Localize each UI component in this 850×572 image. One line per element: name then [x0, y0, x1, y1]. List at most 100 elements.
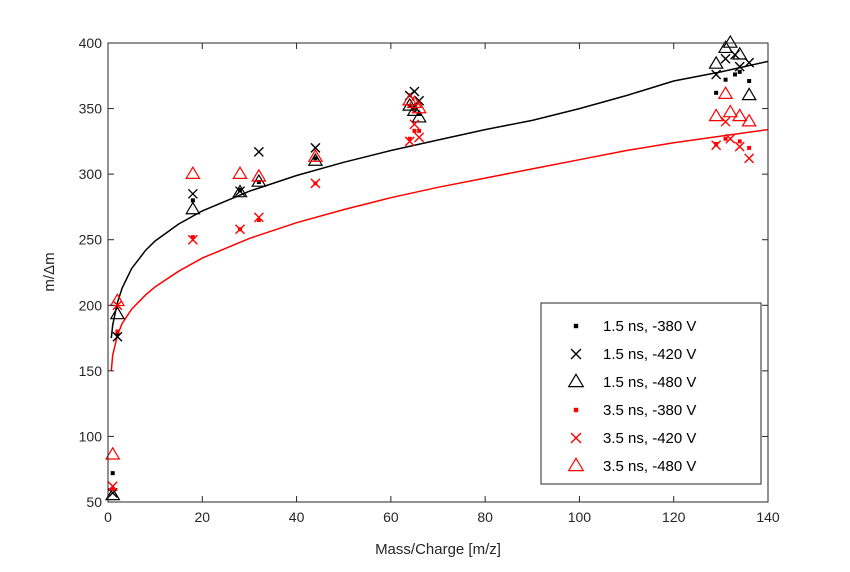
data-point-1-5-ns-420-v-4 [235, 186, 245, 197]
data-point-3-5-ns-420-v-6 [310, 178, 321, 189]
data-point-3-5-ns-420-v-1 [107, 481, 118, 492]
data-point-3-5-ns-380-v-13 [747, 145, 752, 150]
data-point-1-5-ns-420-v-14 [744, 57, 755, 68]
data-point-3-5-ns-420-v-6-stroke-b [310, 178, 321, 189]
data-point-1-5-ns-420-v-5-stroke-b [253, 146, 264, 157]
data-point-1-5-ns-420-v-3 [187, 188, 198, 199]
data-point-1-5-ns-420-v-10-stroke-b [711, 69, 722, 80]
data-point-3-5-ns-480-v-5 [251, 168, 267, 182]
x-tick-label-120: 120 [662, 509, 686, 525]
data-point-1-5-ns-420-v-2-stroke-b [112, 331, 123, 342]
y-tick-label-300: 300 [79, 166, 103, 182]
data-point-3-5-ns-480-v-1 [105, 446, 121, 460]
x-tick-label-20: 20 [194, 509, 210, 525]
x-tick-label-80: 80 [477, 509, 493, 525]
x-axis-label: Mass/Charge [m/z] [375, 541, 501, 558]
data-point-1-5-ns-380-v-13 [737, 69, 742, 74]
data-point-3-5-ns-420-v-11-stroke-b [720, 116, 731, 127]
data-point-3-5-ns-420-v-7 [404, 136, 415, 147]
y-tick-label-100: 100 [79, 428, 103, 444]
legend[interactable]: 1.5 ns, -380 V 1.5 ns, -420 V 1.5 ns, -480… [540, 302, 762, 485]
legend-marker-1-5-ns-480-v [567, 373, 585, 388]
data-point-3-5-ns-480-v-11 [717, 85, 734, 99]
data-point-3-5-ns-480-v-12 [722, 104, 738, 118]
data-point-3-5-ns-380-v-7 [407, 136, 412, 141]
data-point-1-5-ns-420-v-4-stroke-b [235, 186, 245, 197]
data-point-3-5-ns-380-v-2 [115, 329, 120, 334]
legend-label-1-5-ns-380-v: 1.5 ns, -380 V [603, 318, 696, 335]
data-point-3-5-ns-480-v-4 [232, 165, 248, 179]
data-point-1-5-ns-380-v-3 [190, 198, 195, 203]
data-point-3-5-ns-420-v-10-stroke-b [711, 140, 722, 151]
legend-item-1-5-ns-380-v: 1.5 ns, -380 V [573, 318, 696, 335]
data-point-3-5-ns-420-v-13 [734, 141, 745, 152]
x-tick-label-60: 60 [383, 509, 399, 525]
data-point-1-5-ns-380-v-10 [714, 90, 719, 95]
data-point-3-5-ns-380-v-1 [110, 486, 115, 491]
data-point-3-5-ns-420-v-12-stroke-b [725, 133, 736, 144]
data-point-1-5-ns-480-v-4 [232, 184, 248, 198]
legend-item-1-5-ns-420-v: 1.5 ns, -420 V [570, 346, 696, 363]
y-tick-label-150: 150 [79, 363, 103, 379]
data-point-3-5-ns-480-v-8 [406, 95, 423, 109]
series-1-5-ns-380-v [110, 69, 752, 476]
data-point-3-5-ns-420-v-14 [744, 153, 755, 164]
data-point-1-5-ns-420-v-6-stroke-b [310, 142, 321, 153]
fit-curve-2 [110, 128, 769, 371]
data-point-3-5-ns-420-v-11 [720, 116, 731, 127]
legend-marker-3-5-ns-420-v-stroke-b [570, 432, 582, 444]
data-point-3-5-ns-420-v-3 [187, 234, 198, 245]
legend-label-3-5-ns-420-v: 3.5 ns, -420 V [603, 430, 696, 447]
data-point-3-5-ns-480-v-6 [307, 148, 324, 162]
data-point-1-5-ns-380-v-12 [733, 72, 737, 77]
data-point-1-5-ns-380-v-1 [110, 471, 115, 476]
data-point-3-5-ns-420-v-9-stroke-b [414, 132, 425, 143]
legend-item-3-5-ns-380-v: 3.5 ns, -380 V [573, 402, 696, 419]
legend-marker-3-5-ns-380-v [573, 407, 579, 413]
data-point-3-5-ns-480-v-3 [185, 165, 201, 179]
data-point-3-5-ns-420-v-9 [414, 132, 425, 143]
data-point-1-5-ns-380-v-4 [238, 187, 242, 192]
data-point-3-5-ns-480-v-9 [411, 100, 427, 114]
legend-label-3-5-ns-380-v: 3.5 ns, -380 V [603, 402, 696, 419]
data-point-1-5-ns-480-v-1 [105, 487, 121, 501]
data-point-1-5-ns-420-v-13 [734, 61, 745, 72]
data-point-1-5-ns-420-v-2 [112, 331, 123, 342]
fit-curves [110, 60, 769, 371]
data-point-3-5-ns-480-v-2 [109, 293, 126, 307]
data-point-1-5-ns-480-v-2 [109, 306, 126, 320]
data-point-1-5-ns-420-v-11-stroke-b [720, 53, 731, 64]
data-point-1-5-ns-420-v-6 [310, 142, 321, 153]
y-tick-label-200: 200 [79, 297, 103, 313]
legend-marker-1-5-ns-420-v [570, 348, 582, 360]
data-point-3-5-ns-420-v-7-stroke-b [404, 136, 415, 147]
data-point-3-5-ns-380-v-11 [723, 136, 728, 141]
legend-label-3-5-ns-480-v: 3.5 ns, -480 V [603, 458, 696, 475]
legend-marker-1-5-ns-420-v-stroke-b [570, 348, 582, 360]
series-3-5-ns-480-v [105, 85, 757, 460]
y-tick-label-400: 400 [79, 35, 103, 51]
series-3-5-ns-420-v [107, 116, 755, 492]
data-point-3-5-ns-480-v-14 [741, 113, 757, 127]
data-point-3-5-ns-420-v-3-stroke-b [187, 234, 198, 245]
legend-marker-3-5-ns-480-v [567, 457, 585, 472]
data-point-3-5-ns-420-v-10 [711, 140, 722, 151]
data-point-3-5-ns-420-v-4-stroke-b [235, 224, 245, 235]
data-point-1-5-ns-420-v-5 [253, 146, 264, 157]
data-point-3-5-ns-380-v-8 [412, 128, 417, 133]
data-point-3-5-ns-420-v-5-stroke-b [253, 212, 264, 223]
data-point-3-5-ns-420-v-13-stroke-b [734, 141, 745, 152]
data-point-3-5-ns-380-v-3 [190, 235, 195, 240]
data-point-1-5-ns-420-v-11 [720, 53, 731, 64]
legend-item-3-5-ns-480-v: 3.5 ns, -480 V [567, 457, 696, 475]
data-point-1-5-ns-480-v-6 [307, 152, 324, 166]
data-point-1-5-ns-380-v-11 [723, 77, 728, 82]
x-tick-label-0: 0 [104, 509, 112, 525]
data-point-1-5-ns-480-v-10 [708, 55, 724, 69]
data-point-3-5-ns-380-v-10 [714, 141, 719, 146]
x-tick-label-140: 140 [756, 509, 780, 525]
data-point-1-5-ns-380-v-5 [256, 180, 261, 185]
legend-label-1-5-ns-420-v: 1.5 ns, -420 V [603, 346, 696, 363]
